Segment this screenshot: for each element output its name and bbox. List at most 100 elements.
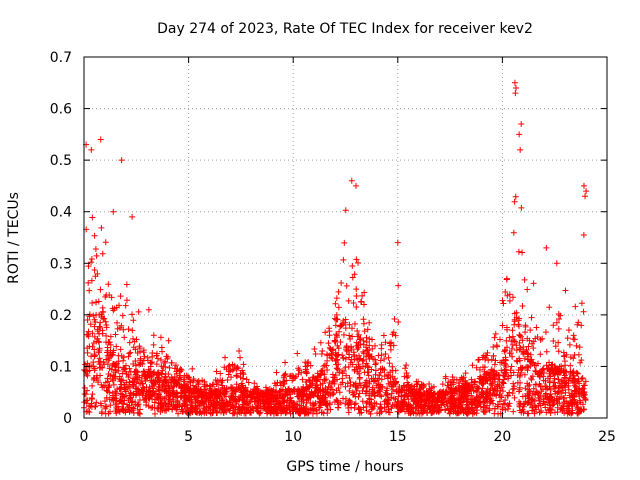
- data-point: [157, 377, 164, 384]
- data-point: [322, 329, 329, 336]
- data-point: [442, 406, 449, 413]
- data-point: [405, 396, 412, 403]
- data-point: [92, 245, 99, 252]
- data-point: [428, 410, 435, 417]
- data-point: [193, 397, 200, 404]
- data-point: [575, 389, 582, 396]
- x-tick-label: 10: [284, 429, 302, 445]
- data-point: [122, 388, 129, 395]
- data-point: [426, 380, 433, 387]
- data-point: [403, 369, 410, 376]
- data-point: [356, 380, 363, 387]
- data-point: [516, 398, 523, 405]
- data-point: [511, 198, 518, 205]
- data-point: [116, 373, 123, 380]
- data-point: [385, 409, 392, 416]
- data-point: [508, 372, 515, 379]
- data-point: [392, 332, 399, 339]
- data-point: [88, 255, 95, 262]
- data-point: [208, 388, 215, 395]
- data-point: [349, 361, 356, 368]
- data-point: [222, 389, 229, 396]
- data-point: [375, 352, 382, 359]
- data-point: [363, 334, 370, 341]
- data-point: [152, 379, 159, 386]
- data-point: [354, 346, 361, 353]
- data-point: [342, 207, 349, 214]
- data-point: [236, 396, 243, 403]
- data-point: [360, 337, 367, 344]
- data-point: [420, 408, 427, 415]
- data-point: [516, 332, 523, 339]
- data-point: [262, 396, 269, 403]
- data-point: [519, 249, 526, 256]
- data-point: [496, 398, 503, 405]
- data-point: [326, 328, 333, 335]
- data-point: [200, 399, 207, 406]
- data-point: [170, 393, 177, 400]
- data-point: [518, 121, 525, 128]
- data-point: [542, 393, 549, 400]
- data-point: [149, 359, 156, 366]
- data-point: [564, 410, 571, 417]
- data-point: [376, 372, 383, 379]
- data-point: [483, 393, 490, 400]
- data-point: [469, 362, 476, 369]
- data-point: [257, 390, 264, 397]
- data-point: [527, 351, 534, 358]
- data-point: [536, 394, 543, 401]
- data-point: [402, 365, 409, 372]
- data-point: [331, 378, 338, 385]
- data-point: [518, 204, 525, 211]
- data-point: [470, 388, 477, 395]
- data-point: [543, 244, 550, 251]
- data-point: [358, 409, 365, 416]
- data-point: [174, 390, 181, 397]
- data-point: [87, 321, 94, 328]
- data-point: [528, 314, 535, 321]
- data-point: [370, 389, 377, 396]
- data-point: [282, 359, 289, 366]
- data-point: [560, 368, 567, 375]
- data-point: [502, 289, 509, 296]
- data-point: [576, 385, 583, 392]
- data-point: [476, 366, 483, 373]
- data-point: [506, 334, 513, 341]
- data-point: [485, 357, 492, 364]
- data-point: [442, 375, 449, 382]
- data-point: [182, 384, 189, 391]
- data-point: [113, 397, 120, 404]
- data-point: [155, 383, 162, 390]
- data-point: [439, 381, 446, 388]
- data-point: [424, 389, 431, 396]
- data-point: [86, 362, 93, 369]
- data-point: [552, 343, 559, 350]
- data-point: [494, 343, 501, 350]
- data-point: [254, 383, 261, 390]
- data-point: [140, 390, 147, 397]
- data-point: [323, 362, 330, 369]
- data-point: [469, 396, 476, 403]
- x-tick-label: 25: [598, 429, 616, 445]
- data-point: [125, 353, 132, 360]
- data-point: [195, 381, 202, 388]
- data-point: [335, 288, 342, 295]
- data-point: [269, 388, 276, 395]
- data-point: [464, 398, 471, 405]
- data-point: [240, 385, 247, 392]
- data-point: [385, 354, 392, 361]
- data-point: [505, 405, 512, 412]
- data-point: [117, 293, 124, 300]
- y-axis: 0 0.1 0.2 0.3 0.4 0.5 0.6 0.7: [50, 50, 607, 427]
- data-point: [354, 333, 361, 340]
- data-point: [399, 406, 406, 413]
- data-point: [104, 375, 111, 382]
- data-point: [459, 407, 466, 414]
- y-tick-label: 0.2: [50, 308, 72, 324]
- data-point: [102, 404, 109, 411]
- data-point: [150, 341, 157, 348]
- data-point: [107, 347, 114, 354]
- data-point: [142, 373, 149, 380]
- data-point: [550, 371, 557, 378]
- data-point: [565, 327, 572, 334]
